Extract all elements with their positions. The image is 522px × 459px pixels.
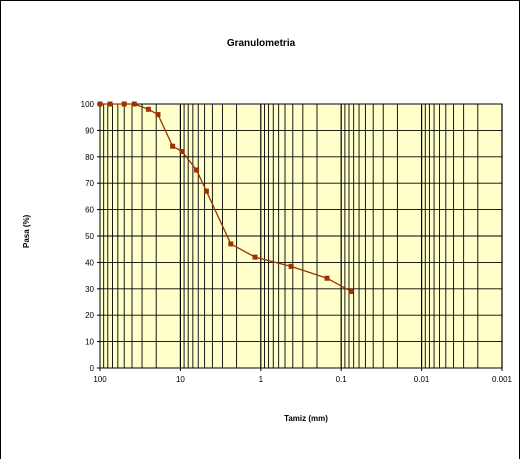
data-point xyxy=(194,167,200,173)
data-point xyxy=(179,149,185,155)
y-tick-label: 40 xyxy=(85,258,94,267)
chart-title: Granulometria xyxy=(226,38,296,49)
series-group xyxy=(97,101,354,294)
x-axis-label: Tamiz (mm) xyxy=(284,414,328,423)
y-tick-label: 70 xyxy=(85,179,94,188)
data-point xyxy=(145,106,151,112)
y-tick-label: 100 xyxy=(81,100,95,109)
data-point xyxy=(324,275,330,281)
y-tick-label: 30 xyxy=(85,285,94,294)
y-tick-label: 90 xyxy=(85,126,94,135)
x-tick-label: 10 xyxy=(176,375,185,384)
y-tick-label: 0 xyxy=(90,364,95,373)
data-point xyxy=(155,112,161,118)
y-tick-label: 60 xyxy=(85,206,94,215)
data-point xyxy=(348,288,354,294)
data-point xyxy=(97,101,103,107)
y-tick-label: 10 xyxy=(85,338,94,347)
grid-lines xyxy=(100,103,503,369)
x-tick-label: 0.01 xyxy=(414,375,430,384)
data-point xyxy=(228,241,234,247)
data-point xyxy=(203,188,209,194)
data-point xyxy=(170,143,176,149)
x-tick-label: 100 xyxy=(93,375,107,384)
data-point xyxy=(131,101,137,107)
x-tick-labels: 100 10 1 0.1 0.01 0.001 xyxy=(93,368,513,384)
x-tick-label: 1 xyxy=(259,375,264,384)
y-tick-label: 20 xyxy=(85,311,94,320)
x-tick-label: 0.1 xyxy=(336,375,348,384)
y-tick-labels: 0 10 20 30 40 50 60 70 80 90 100 xyxy=(81,100,100,373)
y-tick-label: 50 xyxy=(85,232,94,241)
data-point xyxy=(252,254,258,260)
data-point xyxy=(288,263,294,269)
data-point xyxy=(121,101,127,107)
x-tick-label: 0.001 xyxy=(492,375,513,384)
y-tick-label: 80 xyxy=(85,153,94,162)
data-point xyxy=(107,101,113,107)
